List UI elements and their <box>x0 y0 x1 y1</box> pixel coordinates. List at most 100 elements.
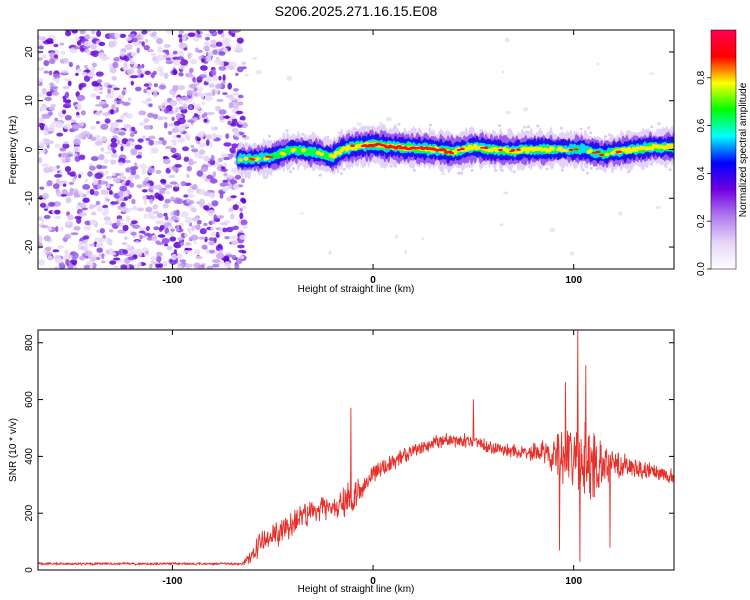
noise-blob <box>112 177 121 183</box>
noise-blob <box>224 236 231 240</box>
noise-blob <box>231 143 238 149</box>
noise-blob <box>156 37 163 45</box>
noise-blob <box>199 228 207 235</box>
noise-blob <box>156 251 163 257</box>
noise-blob <box>70 119 77 123</box>
noise-blob <box>130 168 137 176</box>
noise-blob <box>155 255 162 263</box>
track-halo-blob <box>668 168 672 172</box>
noise-blob <box>133 41 141 47</box>
noise-blob <box>38 242 43 249</box>
noise-blob <box>143 198 147 205</box>
noise-blob <box>196 136 201 142</box>
noise-blob <box>213 214 218 221</box>
noise-blob <box>104 151 113 155</box>
noise-blob <box>46 91 53 97</box>
noise-blob <box>38 36 47 41</box>
noise-blob <box>130 231 137 236</box>
noise-blob <box>42 250 47 254</box>
noise-blob <box>62 143 70 149</box>
noise-blob <box>96 138 101 142</box>
noise-blob <box>164 184 173 189</box>
noise-blob <box>53 201 62 207</box>
noise-blob <box>156 54 165 61</box>
noise-blob <box>223 172 228 177</box>
noise-blob <box>210 39 217 44</box>
noise-blob <box>179 37 183 43</box>
colorbar-tick-label: 0.0 <box>696 262 707 276</box>
noise-blob <box>183 123 191 127</box>
noise-blob <box>98 52 106 59</box>
noise-blob <box>64 114 72 121</box>
noise-blob <box>128 182 135 188</box>
noise-blob <box>200 93 204 100</box>
noise-blob <box>62 183 67 187</box>
y-tick-label: 10 <box>24 95 35 107</box>
noise-blob <box>143 45 150 51</box>
track-cell <box>265 155 270 158</box>
noise-blob <box>378 122 384 126</box>
noise-blob <box>218 109 227 115</box>
noise-blob <box>166 231 176 237</box>
noise-blob <box>167 130 173 135</box>
noise-blob <box>169 181 178 185</box>
noise-blob <box>59 42 65 46</box>
noise-blob <box>596 62 600 66</box>
noise-blob <box>103 216 111 221</box>
noise-blob <box>106 183 111 189</box>
noise-blob <box>130 51 137 57</box>
noise-blob <box>38 259 45 266</box>
noise-blob <box>103 207 110 214</box>
noise-blob <box>136 207 145 212</box>
noise-blob <box>145 250 149 254</box>
noise-blob <box>244 73 250 77</box>
noise-blob <box>223 162 228 167</box>
noise-blob <box>208 249 215 254</box>
noise-blob <box>190 234 199 241</box>
noise-blob <box>194 113 198 117</box>
noise-blob <box>205 134 213 140</box>
noise-blob <box>235 110 244 115</box>
noise-blob <box>161 139 167 146</box>
noise-blob <box>231 118 238 124</box>
noise-blob <box>221 182 230 187</box>
noise-blob <box>122 191 128 197</box>
noise-blob <box>152 210 160 214</box>
noise-blob <box>44 96 52 102</box>
noise-blob <box>125 113 133 119</box>
track-cell <box>550 146 556 151</box>
noise-blob <box>98 91 104 95</box>
noise-blob <box>102 204 109 209</box>
noise-blob <box>211 132 217 140</box>
y-tick-label: -20 <box>24 239 35 254</box>
noise-blob <box>149 215 157 220</box>
noise-blob <box>65 224 73 228</box>
noise-blob <box>220 61 224 67</box>
noise-blob <box>113 57 120 62</box>
noise-blob <box>90 93 97 98</box>
noise-blob <box>143 125 152 130</box>
noise-blob <box>124 44 133 51</box>
noise-blob <box>83 264 91 269</box>
noise-blob <box>111 146 115 151</box>
noise-blob <box>222 179 229 183</box>
noise-blob <box>233 225 240 230</box>
noise-blob <box>116 139 121 145</box>
noise-blob <box>141 168 147 175</box>
track-cell <box>573 148 579 151</box>
noise-blob <box>206 174 214 180</box>
noise-blob <box>89 165 96 171</box>
noise-blob <box>217 157 223 163</box>
noise-blob <box>115 119 123 123</box>
noise-blob <box>156 66 164 73</box>
noise-blob <box>141 30 148 35</box>
noise-blob <box>79 255 86 261</box>
noise-blob <box>170 139 177 143</box>
noise-blob <box>205 55 212 62</box>
noise-blob <box>229 66 234 70</box>
noise-blob <box>61 152 68 158</box>
noise-blob <box>205 139 210 146</box>
noise-blob <box>126 141 131 147</box>
noise-blob <box>53 73 61 79</box>
noise-blob <box>189 105 193 110</box>
